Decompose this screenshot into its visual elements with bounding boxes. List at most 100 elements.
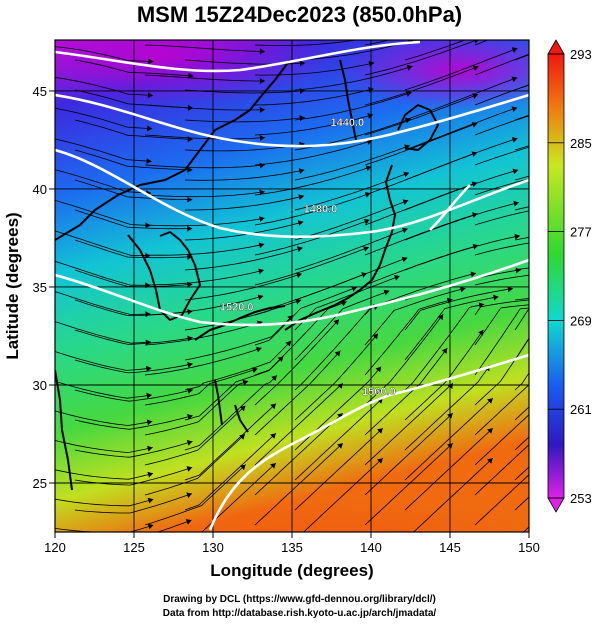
streamline-arrow (259, 135, 265, 141)
streamline-arrow (472, 243, 479, 250)
streamline (184, 273, 302, 301)
streamline-arrow (188, 72, 194, 79)
streamline (254, 192, 371, 226)
cold-pool (55, 40, 330, 105)
colorbar-label: 269 (570, 313, 592, 328)
colorbar-top-arrow (547, 39, 565, 55)
streamline (404, 303, 485, 391)
streamline (364, 287, 466, 346)
streamline-arrow (471, 151, 478, 157)
streamline (364, 152, 478, 196)
streamline (254, 62, 375, 76)
streamline (184, 221, 304, 241)
contour-line (55, 40, 421, 73)
streamline-arrow (478, 329, 484, 336)
colorbar-label: 261 (570, 402, 592, 417)
y-tick-label: 35 (33, 280, 47, 295)
credit-drawing: Drawing by DCL (https://www.gfd-dennou.o… (163, 594, 436, 605)
coastline (55, 369, 73, 491)
streamline-arrow (147, 92, 153, 99)
colorbar-label: 293 (570, 47, 592, 62)
streamline-arrow (511, 137, 518, 143)
streamline-arrow (187, 166, 193, 173)
streamline (144, 347, 262, 376)
streamline (55, 291, 151, 315)
streamline-arrow (593, 365, 598, 371)
streamline-arrow (493, 294, 499, 301)
streamline-arrow (147, 125, 153, 132)
streamline (404, 288, 513, 331)
streamline (55, 46, 154, 62)
streamline (404, 397, 494, 481)
streamline (364, 213, 478, 256)
x-axis-label: Longitude (degrees) (210, 561, 373, 580)
contour-line (208, 353, 529, 531)
streamline-arrow (299, 60, 305, 67)
streamline-arrow (146, 419, 153, 426)
streamline (144, 44, 265, 52)
streamline-arrow (239, 464, 246, 471)
streamline (184, 375, 278, 451)
streamline (404, 40, 467, 61)
streamline-arrow (297, 220, 304, 226)
streamline-arrow (487, 428, 493, 434)
streamline (404, 365, 490, 451)
contour-label: 1440.0 (330, 117, 364, 129)
streamline (364, 122, 478, 166)
streamline-arrow (363, 218, 370, 225)
streamline-arrow (187, 254, 193, 260)
streamline (254, 350, 341, 436)
streamline-arrow (364, 192, 371, 198)
streamline-arrow (298, 194, 304, 200)
streamline-arrow (259, 216, 265, 222)
contour-line (429, 184, 471, 231)
streamline-arrow (403, 171, 409, 178)
streamline (364, 94, 479, 136)
y-axis-label: Latitude (degrees) (3, 212, 22, 359)
colorbar-bottom-arrow (547, 497, 565, 513)
streamline-arrow (259, 78, 265, 84)
streamline (144, 104, 265, 111)
x-tick-label: 130 (202, 540, 224, 555)
streamline (474, 444, 529, 496)
contour-line (55, 93, 529, 148)
streamline-arrow (146, 158, 152, 164)
streamline-arrow (257, 294, 264, 301)
streamline-arrow (470, 271, 476, 278)
y-tick-label: 45 (33, 84, 47, 99)
height-contours: 1440.0 1480.0 1520.0 1560.0 (55, 40, 529, 531)
streamline (144, 464, 246, 526)
streamline (74, 119, 193, 140)
streamline (254, 140, 373, 166)
streamline (144, 405, 246, 466)
y-tick-label: 40 (33, 182, 47, 197)
streamline-arrow (297, 246, 303, 252)
x-tick-label: 145 (439, 540, 461, 555)
streamline (55, 169, 152, 194)
streamline-arrow (507, 286, 513, 293)
streamline-arrow (285, 340, 292, 347)
streamline (474, 40, 490, 46)
streamline (474, 274, 529, 286)
coastline (194, 305, 286, 341)
coastline (214, 379, 223, 426)
x-tick-label: 120 (44, 540, 66, 555)
streamline-arrow (405, 117, 411, 124)
x-tick-label: 125 (123, 540, 145, 555)
x-axis-ticks: 120 125 130 135 140 145 150 (44, 532, 540, 555)
streamline-arrow (256, 346, 262, 353)
streamline-arrow (437, 314, 444, 321)
streamline (144, 321, 263, 346)
streamline-arrow (147, 445, 153, 452)
y-tick-label: 30 (33, 378, 47, 393)
streamline (364, 66, 479, 106)
coastlines (55, 59, 439, 491)
streamline (55, 351, 152, 371)
streamline-arrow (187, 196, 193, 203)
streamline-arrow (147, 471, 153, 478)
streamline-arrow (259, 162, 265, 169)
streamline-arrow (239, 434, 245, 440)
streamline-arrow (146, 365, 152, 372)
streamline-arrow (287, 315, 293, 321)
colorbar-label: 285 (570, 136, 592, 151)
